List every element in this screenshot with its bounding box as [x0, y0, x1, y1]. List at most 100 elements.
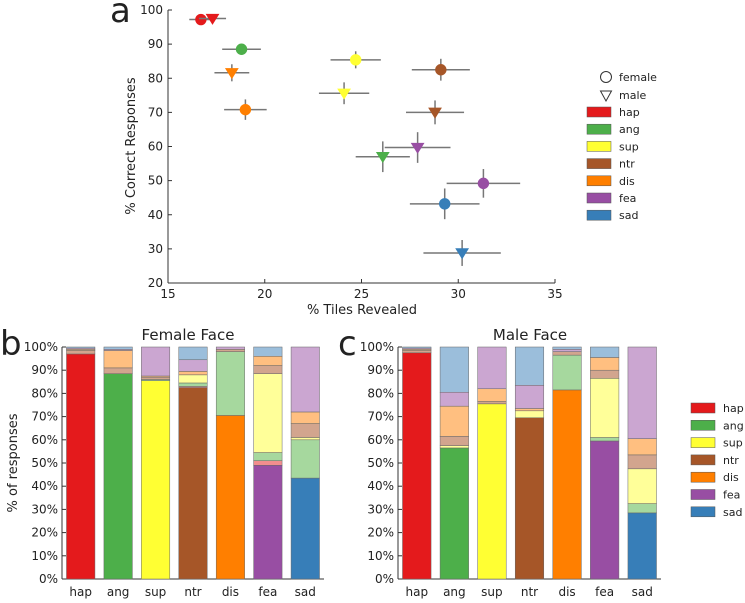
legend-label-hap: hap — [619, 106, 640, 119]
female-bar-dis-fea — [215, 346, 245, 350]
female-y-tick-label: 60% — [31, 433, 58, 447]
male-x-tick-label: sad — [632, 585, 653, 599]
female-bar-fea-sad — [253, 346, 283, 357]
legend-label-dis: dis — [619, 175, 635, 188]
legend-label-sup: sup — [619, 140, 639, 153]
male-y-tick-label: 10% — [367, 549, 394, 563]
female-x-tick-label: dis — [222, 585, 239, 599]
legend-swatch-dis — [586, 175, 612, 187]
female-bar-dis-correct — [215, 415, 245, 580]
panel-letter-a: a — [110, 0, 131, 31]
male-bar-hap-correct — [402, 352, 432, 580]
female-sad-point — [439, 198, 451, 210]
female-bar-sad-sup — [290, 437, 320, 441]
male-y-tick-label: 40% — [367, 479, 394, 493]
scatter-xlabel: % Tiles Revealed — [307, 303, 417, 318]
female-fea-point — [477, 177, 490, 190]
legend-swatch-sup — [586, 141, 612, 152]
bar-legend-swatch-ntr — [690, 454, 716, 466]
male-bar-ang-correct — [439, 447, 469, 580]
female-x-tick-label: ang — [107, 585, 130, 599]
male-y-tick-label: 20% — [367, 526, 394, 540]
male-bar-sup-dis — [477, 388, 507, 402]
male-y-tick-label: 30% — [367, 502, 394, 516]
legend-swatch-ang — [586, 123, 612, 135]
male-y-tick-label: 0% — [375, 572, 394, 586]
female-bar-dis-ang — [215, 351, 245, 416]
male-bar-sad-ntr — [627, 454, 657, 470]
male-bar-dis-ntr — [552, 351, 582, 356]
female-bar-ang-sad — [103, 346, 133, 350]
male-x-tick-label: ang — [443, 585, 466, 599]
female-face-title: Female Face — [142, 326, 235, 344]
male-face-title: Male Face — [493, 326, 567, 344]
male-bar-dis-sad — [552, 346, 582, 350]
bar-legend-swatch-fea — [690, 489, 716, 500]
male-bar-ang-ntr — [439, 436, 469, 446]
male-hap-point — [205, 13, 220, 25]
bar-legend-label-ntr: ntr — [723, 454, 739, 467]
female-ntr-point — [435, 64, 447, 76]
male-y-tick-label: 80% — [367, 386, 394, 400]
female-y-tick-label: 80% — [31, 386, 58, 400]
male-bar-ang-fea — [439, 391, 469, 407]
male-bar-ntr-fea — [514, 385, 545, 409]
male-x-tick-label: dis — [558, 585, 575, 599]
male-bar-ntr-dis — [514, 408, 545, 412]
female-bar-fea-correct — [253, 465, 283, 580]
legend-male-marker — [599, 90, 613, 103]
male-bar-fea-ang — [590, 437, 620, 442]
female-y-tick-label: 30% — [31, 502, 58, 516]
female-bar-ntr-fea — [178, 359, 208, 372]
male-bar-sad-correct — [627, 512, 657, 580]
scatter-y-tick-label: 50 — [148, 174, 163, 188]
male-ntr-point — [428, 107, 442, 119]
female-y-tick-label: 50% — [31, 456, 58, 470]
female-bar-sup-correct — [141, 380, 171, 580]
male-bar-sup-fea — [477, 346, 507, 390]
female-bar-fea-ang — [253, 452, 283, 461]
male-bar-hap-ntr — [402, 350, 432, 354]
scatter-legend: female male hap ang sup ntr dis fea sad — [586, 71, 657, 222]
scatter-y-tick-label: 60 — [148, 140, 163, 154]
panel-letter-b: b — [0, 324, 22, 364]
female-sup-point — [349, 54, 362, 66]
scatter-y-tick-label: 40 — [148, 208, 163, 222]
female-bar-fea-dis — [253, 356, 283, 366]
scatter-y-tick-label: 20 — [148, 276, 163, 290]
male-bar-dis-correct — [552, 389, 582, 580]
female-ang-point — [235, 43, 248, 55]
female-bar-fea-hap — [253, 460, 283, 466]
female-bar-hap-correct — [66, 353, 96, 580]
male-bar-ntr-correct — [514, 417, 545, 580]
male-bar-sad-sup — [627, 468, 657, 504]
legend-female-label: female — [619, 71, 657, 84]
bar-legend-label-fea: fea — [723, 489, 740, 502]
legend-label-ntr: ntr — [619, 158, 635, 171]
bar-legend-swatch-sup — [690, 437, 716, 448]
male-bar-fea-dis — [590, 357, 620, 371]
female-x-tick-label: fea — [258, 585, 277, 599]
female-y-tick-label: 10% — [31, 549, 58, 563]
scatter-x-tick-label: 25 — [354, 287, 369, 301]
female-bar-ang-dis — [103, 350, 133, 369]
legend-swatch-ntr — [586, 158, 612, 169]
female-bar-fea-sup — [253, 373, 283, 453]
female-y-tick-label: 20% — [31, 526, 58, 540]
male-y-tick-label: 50% — [367, 456, 394, 470]
male-y-tick-label: 90% — [367, 363, 394, 377]
male-x-tick-label: fea — [595, 585, 614, 599]
male-bar-sad-dis — [627, 438, 657, 456]
female-bar-hap-sad — [66, 346, 96, 349]
scatter-x-tick-label: 30 — [451, 287, 466, 301]
bar-legend-swatch-hap — [690, 402, 716, 414]
scatter-y-tick-label: 80 — [148, 71, 163, 85]
male-bar-fea-ntr — [590, 369, 620, 379]
female-bar-sup-ntr — [141, 376, 171, 380]
scatter-y-tick-label: 30 — [148, 242, 163, 256]
female-bar-sad-dis — [290, 411, 320, 424]
female-bar-dis-ntr — [215, 349, 245, 352]
female-bar-ntr-ang — [178, 382, 208, 387]
scatter-x-tick-label: 35 — [547, 287, 562, 301]
